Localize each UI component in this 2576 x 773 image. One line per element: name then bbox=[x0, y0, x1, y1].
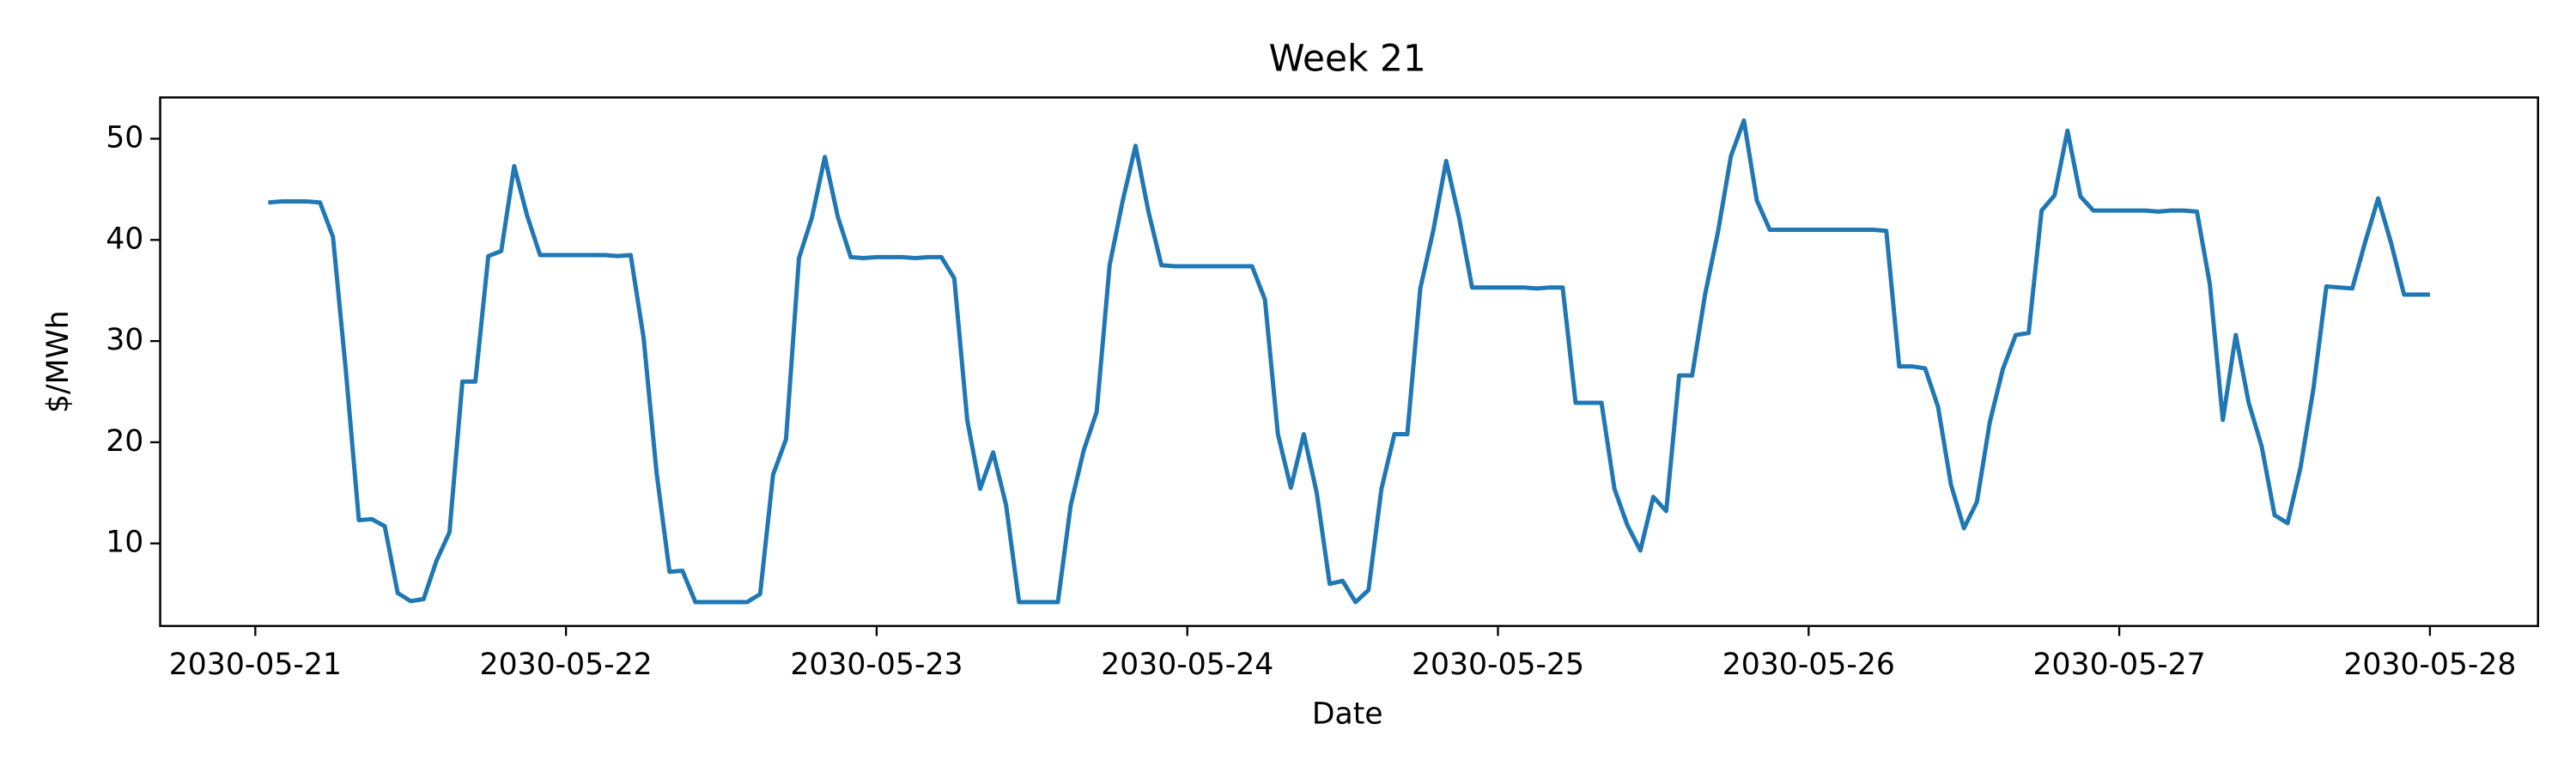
x-tick-label: 2030-05-23 bbox=[790, 648, 963, 682]
y-tick-label: 20 bbox=[106, 424, 143, 459]
y-tick-label: 50 bbox=[106, 121, 143, 155]
x-tick-label: 2030-05-21 bbox=[169, 648, 342, 682]
y-axis-label: $/MWh bbox=[41, 310, 76, 413]
series-line bbox=[268, 118, 2430, 605]
x-tick-label: 2030-05-25 bbox=[1412, 648, 1584, 682]
x-tick-label: 2030-05-27 bbox=[2033, 648, 2206, 682]
x-tick-label: 2030-05-26 bbox=[1722, 648, 1895, 682]
x-axis-label: Date bbox=[1312, 697, 1383, 732]
y-tick-label: 10 bbox=[106, 526, 143, 560]
x-tick-label: 2030-05-24 bbox=[1101, 648, 1273, 682]
plot-frame bbox=[159, 96, 2540, 628]
y-tick-label: 30 bbox=[106, 323, 143, 357]
y-tick-label: 40 bbox=[106, 222, 143, 256]
x-tick-label: 2030-05-22 bbox=[480, 648, 653, 682]
x-tick-label: 2030-05-28 bbox=[2343, 648, 2516, 682]
chart-title: Week 21 bbox=[1269, 38, 1426, 80]
